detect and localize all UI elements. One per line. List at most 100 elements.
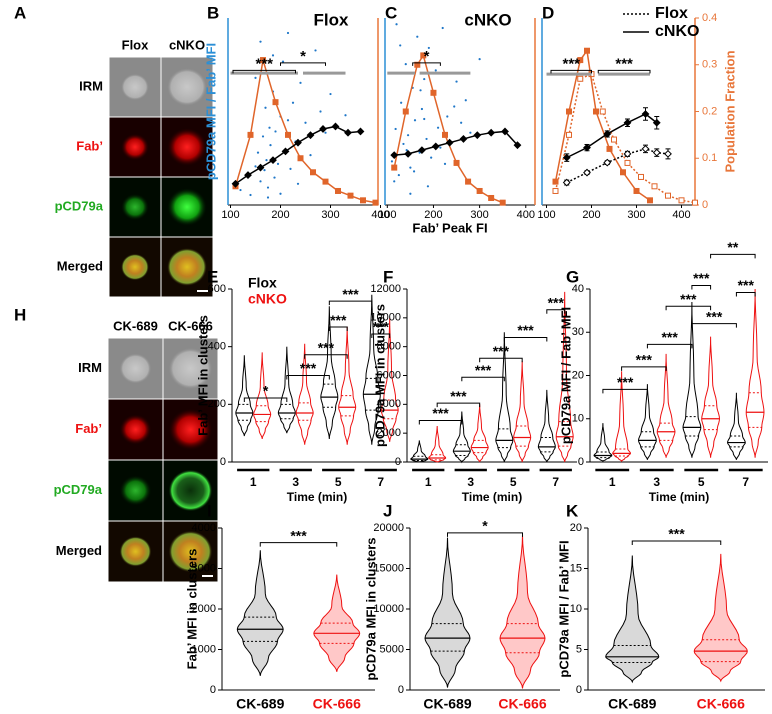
x-axis-label: Time (min) <box>649 490 709 504</box>
point <box>404 149 412 158</box>
point <box>418 146 426 155</box>
cell <box>119 475 152 506</box>
significance-bracket <box>646 343 693 349</box>
legend-label: Flox <box>655 5 688 22</box>
point <box>390 160 394 163</box>
row-label: pCD79a <box>55 198 104 213</box>
cell <box>167 248 207 286</box>
y-tick-label: 400 <box>208 341 226 353</box>
y-tick-label: 5000 <box>380 643 404 655</box>
point <box>419 89 422 92</box>
point <box>583 168 591 177</box>
row-label: pCD79a <box>54 482 103 497</box>
point <box>430 89 437 96</box>
point <box>692 199 698 206</box>
point <box>279 192 282 195</box>
row-label: Fab’ <box>76 138 103 153</box>
y-tick-label: 10 <box>572 413 584 425</box>
y-tick-label: 1000 <box>192 643 216 655</box>
point <box>281 60 285 63</box>
series-line <box>554 73 696 204</box>
point <box>261 135 265 138</box>
x-tick-label: 3 <box>467 475 474 489</box>
significance-bracket <box>665 305 712 311</box>
point <box>431 142 440 151</box>
violin <box>338 326 357 445</box>
point <box>319 110 322 113</box>
y-axis-label: pCD79a MFI in clusters <box>363 537 378 680</box>
x-tick-label: 400 <box>672 209 690 221</box>
point <box>476 187 483 194</box>
significance-bracket <box>621 366 667 371</box>
point <box>285 131 291 138</box>
y-tick-label: 4000 <box>192 522 216 534</box>
point <box>329 92 332 96</box>
point <box>310 169 316 176</box>
y2-tick-label: 0.4 <box>702 12 717 24</box>
point <box>426 185 430 188</box>
significance-label: *** <box>661 329 678 345</box>
x-tick-label: CK-689 <box>236 696 284 712</box>
point <box>623 149 632 158</box>
x-tick-label: 200 <box>424 209 442 221</box>
column-label: CK-689 <box>113 318 158 333</box>
y-tick-label: 2000 <box>377 427 401 439</box>
cell <box>119 414 152 445</box>
point <box>404 63 407 66</box>
y-axis-label: pCD79a MFI / Fab’ MFI <box>558 307 573 444</box>
significance-label: *** <box>373 319 390 335</box>
y-tick-label: 0 <box>398 684 404 696</box>
significance-bracket <box>328 326 348 332</box>
x-tick-label: 100 <box>221 209 239 221</box>
panel-letter: F <box>383 267 393 286</box>
y-tick-label: 0 <box>210 684 216 696</box>
point <box>247 131 254 138</box>
point <box>443 162 447 165</box>
point <box>406 134 410 137</box>
significance-bracket <box>691 323 737 328</box>
point <box>423 117 426 121</box>
violin <box>726 392 746 460</box>
point <box>652 148 661 157</box>
chart-title: cNKO <box>464 10 511 29</box>
point <box>394 127 397 131</box>
point <box>603 158 612 167</box>
x-tick-label: 100 <box>378 209 396 221</box>
x-tick-label: 200 <box>271 209 289 221</box>
point <box>647 197 653 204</box>
point <box>459 135 468 143</box>
point <box>402 108 409 115</box>
point <box>256 163 265 172</box>
y-axis-label: Fab’ MFI in clusters <box>195 315 210 436</box>
significance-label: *** <box>680 291 697 307</box>
x-tick-label: 1 <box>425 475 432 489</box>
x-tick-label: 300 <box>627 209 645 221</box>
violin <box>452 411 471 464</box>
significance-label: *** <box>432 405 449 421</box>
significance-bracket <box>602 388 648 394</box>
y-tick-label: 2000 <box>192 603 216 615</box>
y-tick-label: 0 <box>220 456 226 468</box>
violin <box>682 301 702 458</box>
y2-tick-label: 0.2 <box>702 105 717 117</box>
x-tick-label: 400 <box>371 209 389 221</box>
point <box>289 167 292 170</box>
y-tick-label: 0 <box>395 456 401 468</box>
column-label: Flox <box>122 37 149 52</box>
point <box>409 166 412 169</box>
violin <box>236 550 284 676</box>
point <box>501 127 509 136</box>
point <box>372 199 379 206</box>
point <box>425 137 428 141</box>
point <box>453 159 460 166</box>
point <box>436 126 440 129</box>
panel-letter: A <box>14 3 26 22</box>
point <box>665 192 671 199</box>
point <box>266 196 270 199</box>
row-label: Merged <box>56 543 102 558</box>
point <box>651 183 658 190</box>
cell <box>168 469 213 512</box>
point <box>562 178 571 187</box>
significance-label: * <box>424 48 430 65</box>
point <box>641 144 650 153</box>
